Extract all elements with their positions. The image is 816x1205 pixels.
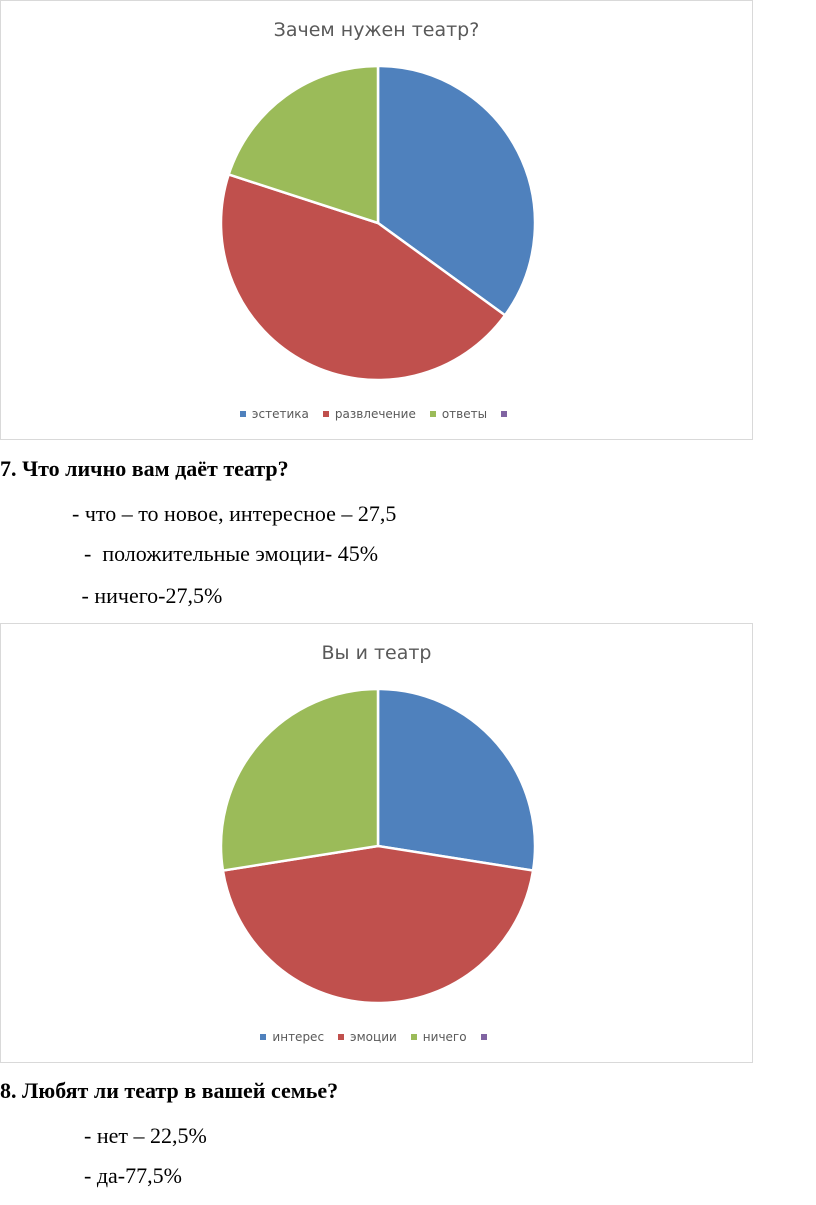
question-8-heading: 8. Любят ли театр в вашей семье? — [0, 1078, 339, 1103]
pie-chart-you-and-theatre: Вы и театр интерес эмоции ничего — [0, 623, 753, 1063]
question-8-answer-2: - да-77,5% — [84, 1163, 182, 1188]
question-7-answer-3: - ничего-27,5% — [76, 583, 223, 608]
pie-svg — [219, 687, 537, 1005]
legend-label: ответы — [441, 407, 488, 421]
question-7-heading: 7. Что лично вам даёт театр? — [0, 456, 289, 481]
legend-label: развлечение — [334, 407, 416, 421]
question-8-answer-1: - нет – 22,5% — [84, 1123, 207, 1148]
legend-label: интерес — [272, 1030, 325, 1044]
legend-label: эстетика — [251, 407, 309, 421]
legend-item-4 — [480, 1030, 493, 1044]
legend-item-1: эстетика — [239, 407, 309, 421]
legend-label: ничего — [422, 1030, 467, 1044]
legend-item-3: ответы — [429, 407, 488, 421]
legend-swatch — [429, 410, 436, 417]
legend-swatch — [239, 410, 246, 417]
legend-item-4 — [501, 407, 513, 421]
pie-slice-1 — [376, 687, 537, 872]
pie-chart-why-theatre: Зачем нужен театр? эстетика развлечение от… — [0, 0, 753, 440]
question-7-answer-2: - положительные эмоции- 45% — [84, 541, 379, 566]
legend-label: эмоции — [350, 1030, 397, 1044]
legend-swatch — [338, 1033, 345, 1040]
pie-svg — [219, 64, 537, 382]
chart-title: Зачем нужен театр? — [273, 19, 480, 41]
legend-item-1: интерес — [260, 1030, 324, 1044]
legend-swatch — [322, 410, 329, 417]
legend-item-2: эмоции — [338, 1030, 397, 1044]
legend-swatch — [480, 1033, 487, 1040]
pie-slice-2 — [221, 844, 535, 1005]
pie-slice-3 — [219, 687, 380, 872]
legend-swatch — [260, 1033, 267, 1040]
legend-swatch — [410, 1033, 417, 1040]
pie-slice-3 — [227, 64, 380, 225]
pie-slice-2 — [219, 172, 507, 382]
legend-item-3: ничего — [410, 1030, 467, 1044]
chart-legend: интерес эмоции ничего — [1, 1030, 752, 1044]
question-7-answer-1: - что – то новое, интересное – 27,5 — [72, 501, 397, 526]
chart-legend: эстетика развлечение ответы — [1, 407, 752, 421]
legend-item-2: развлечение — [322, 407, 416, 421]
pie-slice-1 — [376, 64, 537, 318]
legend-swatch — [501, 410, 508, 417]
chart-title: Вы и театр — [321, 642, 432, 664]
